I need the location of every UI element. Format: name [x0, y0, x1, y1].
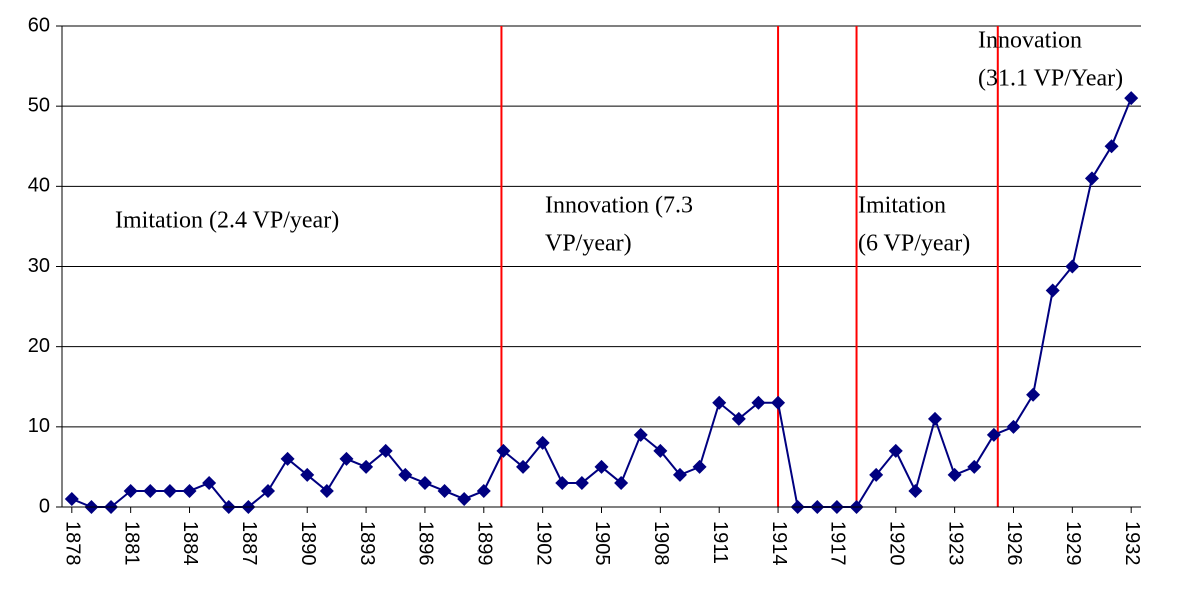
data-point — [359, 459, 374, 474]
y-tick-label: 40 — [28, 175, 50, 197]
x-tick-label: 1887 — [238, 521, 260, 566]
y-tick-label: 10 — [28, 415, 50, 437]
x-tick-label: 1878 — [62, 521, 84, 566]
data-point — [457, 491, 472, 506]
data-point — [928, 411, 943, 426]
x-tick-label: 1899 — [474, 521, 496, 566]
data-point — [594, 459, 609, 474]
data-point — [712, 395, 727, 410]
data-point — [280, 451, 295, 466]
data-point — [967, 459, 982, 474]
data-point — [300, 467, 315, 482]
data-point — [123, 483, 138, 498]
data-point — [692, 459, 707, 474]
data-point — [202, 475, 217, 490]
annotation: Innovation — [978, 28, 1082, 54]
y-tick-label: 30 — [28, 255, 50, 277]
x-tick-label: 1923 — [944, 521, 966, 566]
data-point — [496, 443, 511, 458]
annotation: (6 VP/year) — [858, 231, 970, 257]
data-point — [1124, 91, 1139, 106]
data-point — [398, 467, 413, 482]
annotation: Innovation (7.3 — [545, 193, 693, 219]
data-point — [516, 459, 531, 474]
y-tick-label: 20 — [28, 335, 50, 357]
data-point — [143, 483, 158, 498]
data-point — [633, 427, 648, 442]
data-point — [751, 395, 766, 410]
x-tick-label: 1896 — [415, 521, 437, 566]
annotation: (31.1 VP/Year) — [978, 66, 1123, 92]
data-point — [64, 491, 79, 506]
x-tick-label: 1926 — [1003, 521, 1025, 566]
x-tick-label: 1929 — [1062, 521, 1084, 566]
data-point — [888, 443, 903, 458]
data-point — [182, 483, 197, 498]
data-point — [1006, 419, 1021, 434]
data-point — [319, 483, 334, 498]
data-point — [1026, 387, 1041, 402]
data-point — [1045, 283, 1060, 298]
x-tick-label: 1884 — [179, 521, 201, 566]
annotation: VP/year) — [545, 231, 632, 257]
x-tick-label: 1902 — [532, 521, 554, 566]
x-tick-label: 1932 — [1121, 521, 1143, 566]
data-point — [378, 443, 393, 458]
data-point — [1065, 259, 1080, 274]
data-point — [535, 435, 550, 450]
data-point — [653, 443, 668, 458]
annotation: Imitation — [858, 193, 946, 219]
x-tick-label: 1905 — [591, 521, 613, 566]
data-point — [555, 475, 570, 490]
y-tick-label: 50 — [28, 94, 50, 116]
data-point — [162, 483, 177, 498]
x-tick-label: 1914 — [768, 521, 790, 566]
data-point — [908, 483, 923, 498]
y-tick-label: 0 — [39, 495, 50, 517]
data-point — [614, 475, 629, 490]
data-point — [476, 483, 491, 498]
x-tick-label: 1890 — [297, 521, 319, 566]
x-tick-label: 1917 — [827, 521, 849, 566]
data-point — [986, 427, 1001, 442]
data-line — [71, 97, 1133, 508]
data-point — [574, 475, 589, 490]
data-point — [1104, 139, 1119, 154]
data-point — [771, 395, 786, 410]
y-tick-label: 60 — [28, 14, 50, 36]
data-point — [339, 451, 354, 466]
x-tick-label: 1920 — [885, 521, 907, 566]
data-point — [672, 467, 687, 482]
data-point — [731, 411, 746, 426]
data-point — [437, 483, 452, 498]
data-point — [947, 467, 962, 482]
x-tick-label: 1881 — [120, 521, 142, 566]
x-tick-label: 1908 — [650, 521, 672, 566]
x-tick-label: 1893 — [356, 521, 378, 566]
annotation: Imitation (2.4 VP/year) — [115, 208, 339, 234]
data-point — [1084, 171, 1099, 186]
data-point — [417, 475, 432, 490]
x-tick-label: 1911 — [709, 521, 731, 564]
data-point — [869, 467, 884, 482]
data-point — [260, 483, 275, 498]
